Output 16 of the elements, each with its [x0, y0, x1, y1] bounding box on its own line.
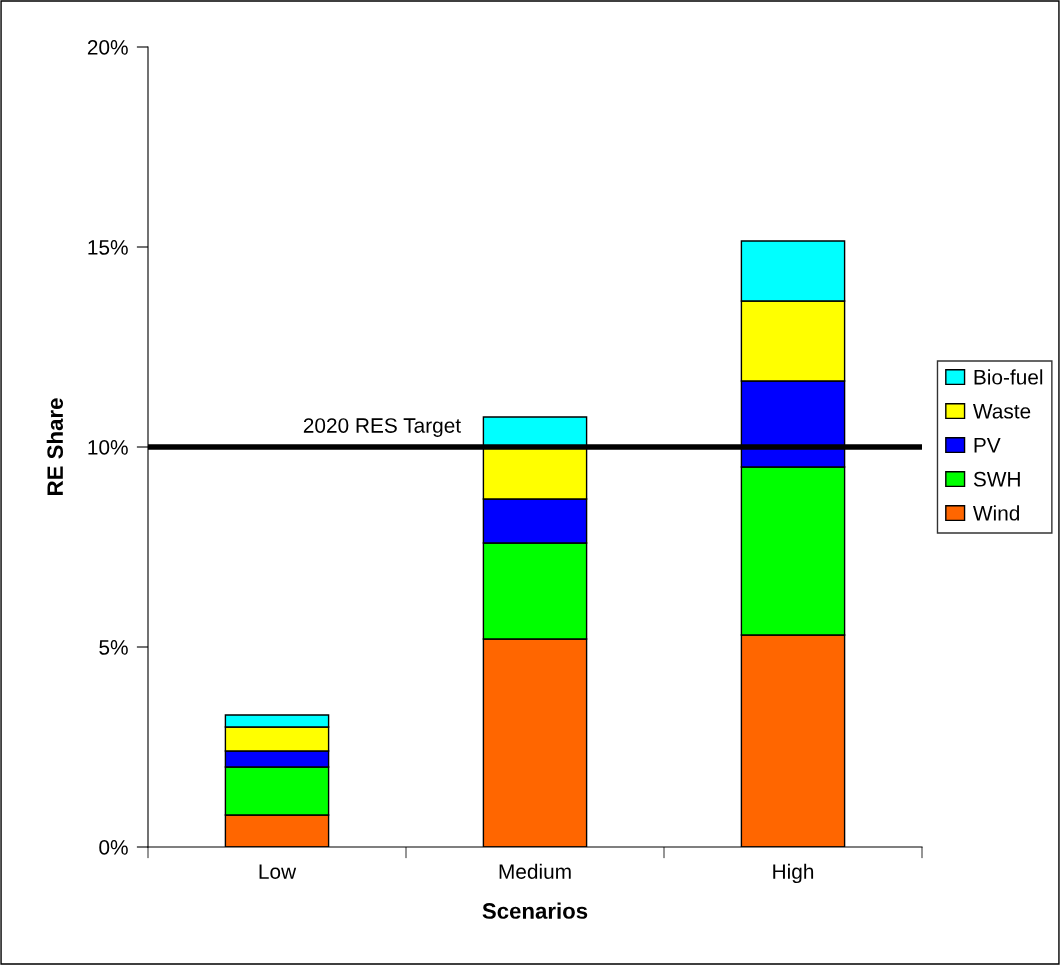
- y-tick-label: 20%: [87, 40, 128, 55]
- x-axis-title: Scenarios: [482, 902, 588, 919]
- ref-line-label: 2020 RES Target: [303, 418, 461, 437]
- legend-label: Bio-fuel: [974, 369, 1043, 385]
- legend-label: SWH: [973, 471, 1020, 487]
- x-tick-label: Low: [259, 864, 297, 879]
- legend-label: Waste: [972, 404, 1031, 419]
- y-tick-label: 15%: [88, 240, 128, 255]
- y-tick-label: 10%: [88, 440, 128, 455]
- legend-label: PV: [974, 438, 1001, 453]
- x-tick-label: Medium: [499, 863, 571, 879]
- y-axis-title: RE Share: [46, 398, 64, 495]
- y-tick-label: 5%: [99, 640, 128, 655]
- legend-label: Wind: [972, 505, 1020, 521]
- x-tick-label: High: [773, 863, 814, 884]
- y-tick-label: 0%: [99, 840, 128, 855]
